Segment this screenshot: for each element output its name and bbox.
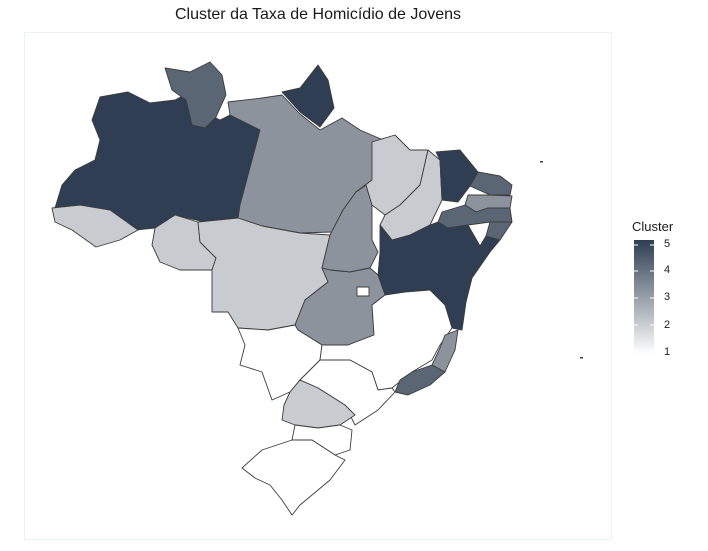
legend-colorbar — [634, 240, 654, 354]
legend-label-1: 1 — [664, 346, 671, 358]
legend-label-4: 4 — [664, 264, 671, 276]
state-DF[interactable] — [356, 286, 370, 297]
state-RJ[interactable] — [394, 364, 446, 396]
island-marker — [540, 161, 543, 163]
state-AC[interactable] — [51, 204, 139, 248]
map-title: Cluster da Taxa de Homicídio de Jovens — [174, 6, 462, 23]
legend-title: Cluster — [632, 219, 674, 234]
legend-label-3: 3 — [664, 291, 671, 303]
state-AP[interactable] — [281, 64, 335, 128]
legend-label-5: 5 — [664, 238, 671, 250]
state-RR[interactable] — [164, 61, 227, 129]
state-RS[interactable] — [241, 439, 346, 516]
state-RN[interactable] — [469, 171, 513, 196]
plot-panel — [24, 32, 612, 540]
island-marker — [580, 357, 583, 359]
state-CE[interactable] — [435, 149, 479, 203]
legend-label-2: 2 — [664, 319, 671, 331]
